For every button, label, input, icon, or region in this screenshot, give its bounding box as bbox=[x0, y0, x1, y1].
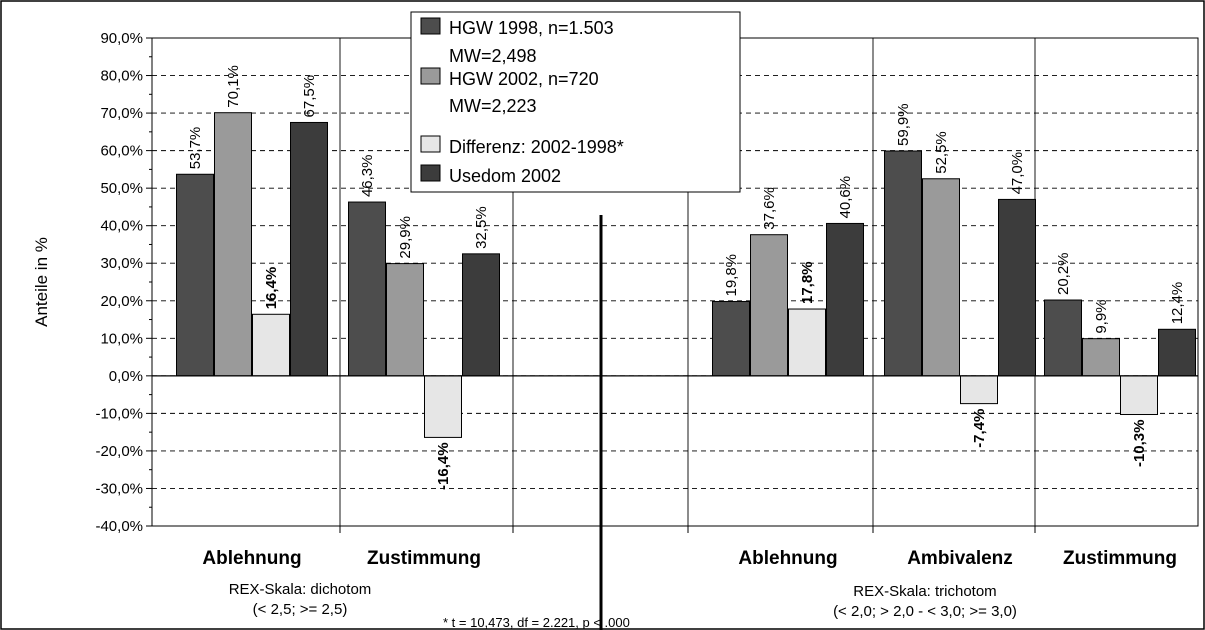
group-sublabel: (< 2,5; >= 2,5) bbox=[253, 601, 348, 618]
bar bbox=[1082, 338, 1120, 377]
legend-label: HGW 2002, n=720 bbox=[449, 69, 599, 89]
y-tick-label: 80,0% bbox=[100, 68, 143, 85]
data-label: 70,1% bbox=[225, 65, 242, 108]
y-tick-label: -10,0% bbox=[95, 405, 143, 422]
bar bbox=[788, 308, 826, 377]
legend-label: MW=2,223 bbox=[449, 96, 537, 116]
data-label: 19,8% bbox=[723, 254, 740, 297]
data-label: 59,9% bbox=[895, 103, 912, 146]
bar bbox=[290, 121, 328, 377]
bar bbox=[922, 178, 960, 377]
data-label: 67,5% bbox=[301, 75, 318, 118]
group-label: REX-Skala: trichotom bbox=[853, 583, 996, 600]
y-tick-label: 50,0% bbox=[100, 180, 143, 197]
y-tick-label: -30,0% bbox=[95, 480, 143, 497]
y-tick-label: 60,0% bbox=[100, 143, 143, 160]
y-tick-label: 90,0% bbox=[100, 30, 143, 47]
data-label: 17,8% bbox=[799, 261, 816, 304]
data-label: 12,4% bbox=[1169, 282, 1186, 325]
legend-box bbox=[410, 11, 741, 193]
legend-swatch bbox=[420, 135, 441, 153]
y-tick-label: 10,0% bbox=[100, 330, 143, 347]
bar bbox=[884, 150, 922, 377]
data-label: 52,5% bbox=[933, 131, 950, 174]
legend-label: HGW 1998, n=1.503 bbox=[449, 18, 614, 38]
data-label: 32,5% bbox=[473, 206, 490, 249]
data-label: 20,2% bbox=[1055, 252, 1072, 295]
bar bbox=[750, 234, 788, 377]
bar bbox=[998, 198, 1036, 377]
footnote: * t = 10,473, df = 2.221, p < .000 bbox=[443, 615, 630, 630]
y-tick-label: -40,0% bbox=[95, 518, 143, 535]
data-label: 16,4% bbox=[263, 267, 280, 310]
bar bbox=[386, 263, 424, 377]
data-label: 29,9% bbox=[397, 216, 414, 259]
data-label: 40,6% bbox=[837, 176, 854, 219]
data-label: -10,3% bbox=[1131, 420, 1148, 468]
y-tick-label: 0,0% bbox=[109, 368, 143, 385]
category-label: Ablehnung bbox=[202, 548, 301, 569]
legend-swatch bbox=[420, 164, 441, 182]
legend-swatch bbox=[420, 67, 441, 85]
bar bbox=[712, 301, 750, 377]
bar bbox=[348, 201, 386, 377]
data-label: -16,4% bbox=[435, 442, 452, 490]
y-tick-label: 20,0% bbox=[100, 293, 143, 310]
y-tick-label: 30,0% bbox=[100, 255, 143, 272]
category-label: Zustimmung bbox=[367, 548, 481, 569]
bar bbox=[462, 253, 500, 377]
y-tick-label: 70,0% bbox=[100, 105, 143, 122]
bar bbox=[252, 313, 290, 377]
y-axis-title: Anteile in % bbox=[32, 237, 51, 327]
legend-label: Usedom 2002 bbox=[449, 166, 561, 186]
bar bbox=[1044, 299, 1082, 377]
group-sublabel: (< 2,0; > 2,0 - < 3,0; >= 3,0) bbox=[833, 603, 1017, 620]
category-label: Ambivalenz bbox=[907, 548, 1013, 569]
y-tick-label: -20,0% bbox=[95, 443, 143, 460]
bar bbox=[1158, 328, 1196, 377]
data-label: 46,3% bbox=[359, 154, 376, 197]
data-label: -7,4% bbox=[971, 409, 988, 448]
bar bbox=[176, 173, 214, 377]
category-label: Ablehnung bbox=[738, 548, 837, 569]
legend-label: MW=2,498 bbox=[449, 46, 537, 66]
bar bbox=[424, 375, 462, 438]
data-label: 37,6% bbox=[761, 187, 778, 230]
bar bbox=[214, 112, 252, 377]
legend-swatch bbox=[420, 17, 441, 35]
data-label: 9,9% bbox=[1093, 299, 1110, 333]
group-label: REX-Skala: dichotom bbox=[229, 581, 372, 598]
data-label: 53,7% bbox=[187, 127, 204, 170]
data-label: 47,0% bbox=[1009, 152, 1026, 195]
bar bbox=[1120, 375, 1158, 416]
category-label: Zustimmung bbox=[1063, 548, 1177, 569]
bar bbox=[826, 222, 864, 377]
y-tick-label: 40,0% bbox=[100, 218, 143, 235]
legend-label: Differenz: 2002-1998* bbox=[449, 137, 624, 157]
bar bbox=[960, 375, 998, 405]
